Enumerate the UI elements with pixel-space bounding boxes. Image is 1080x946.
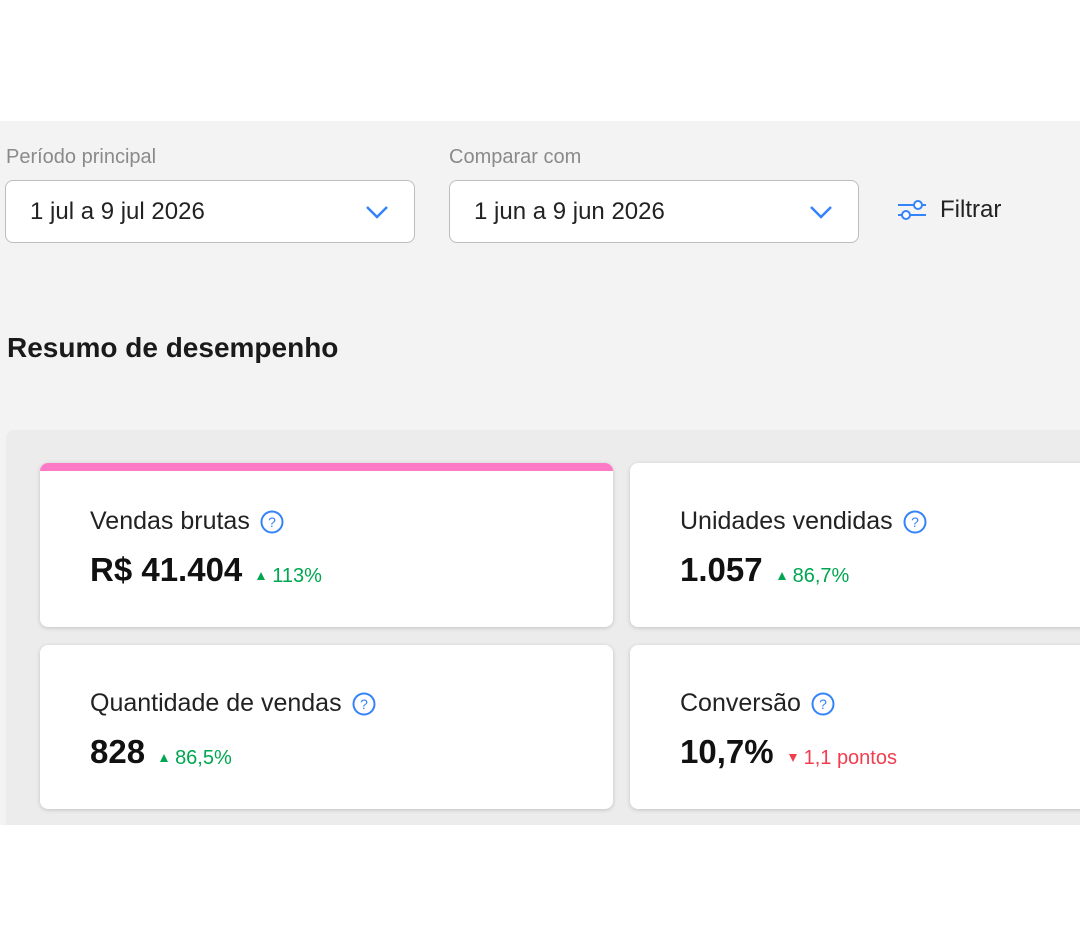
- svg-text:?: ?: [360, 696, 368, 712]
- metric-change: 86,5%: [175, 746, 232, 769]
- section-title: Resumo de desempenho: [7, 332, 339, 363]
- filter-icon: [898, 200, 926, 220]
- help-icon[interactable]: ?: [352, 692, 376, 716]
- metric-card: Quantidade de vendas? 828 86,5%: [40, 645, 613, 809]
- metric-card: Vendas brutas? R$ 41.404 113%: [40, 463, 613, 627]
- compare-value: 1 jun a 9 jun 2026: [474, 197, 665, 225]
- chevron: [366, 205, 388, 219]
- filter-button[interactable]: Filtrar: [896, 196, 1001, 224]
- up-arrow: [160, 754, 169, 762]
- compare-label: Comparar com: [449, 146, 582, 168]
- chevron: [810, 205, 832, 219]
- metric-change: 86,7%: [792, 564, 850, 587]
- compare-select[interactable]: 1 jun a 9 jun 2026: [449, 180, 859, 243]
- metric-value: 828: [90, 733, 146, 770]
- metric-value: 1.057: [680, 551, 763, 588]
- main-period-value: 1 jul a 9 jul 2026: [30, 197, 205, 225]
- metric-change: 1,1 pontos: [803, 746, 897, 769]
- metric-label: Vendas brutas: [90, 507, 250, 535]
- metric-label: Unidades vendidas: [680, 507, 893, 535]
- help-icon[interactable]: ?: [811, 692, 835, 716]
- metric-change: 113%: [272, 564, 322, 587]
- filter-text: Filtrar: [940, 196, 1002, 223]
- metric-value: 10,7%: [680, 733, 774, 770]
- svg-text:?: ?: [268, 514, 276, 530]
- up-arrow: [777, 572, 786, 580]
- up-arrow: [257, 572, 266, 580]
- svg-text:?: ?: [911, 514, 919, 530]
- metric-card: Conversão? 10,7% 1,1 pontos: [630, 645, 1080, 809]
- metric-value: R$ 41.404: [90, 551, 243, 588]
- help-icon[interactable]: ?: [260, 510, 284, 534]
- down-arrow: [788, 754, 797, 762]
- main-period-select[interactable]: 1 jul a 9 jul 2026: [5, 180, 415, 243]
- highlight-bar: [40, 463, 613, 471]
- metric-label: Conversão: [680, 689, 801, 717]
- main-period-label: Período principal: [6, 146, 157, 168]
- svg-text:?: ?: [819, 696, 827, 712]
- metric-label: Quantidade de vendas: [90, 689, 342, 717]
- metric-card: Unidades vendidas? 1.057 86,7%: [630, 463, 1080, 627]
- help-icon[interactable]: ?: [903, 510, 927, 534]
